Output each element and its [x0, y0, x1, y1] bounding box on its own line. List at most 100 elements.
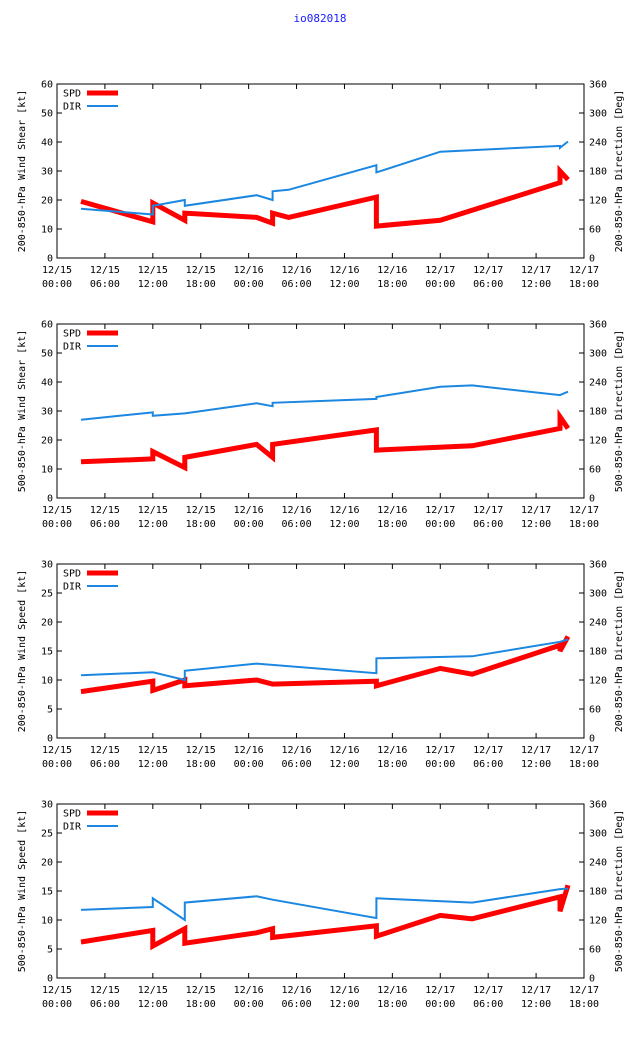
x-tick-label-date: 12/17 — [521, 505, 551, 516]
x-tick-label-time: 12:00 — [521, 759, 551, 770]
y2-tick-label: 60 — [589, 225, 601, 236]
x-tick-label-time: 12:00 — [138, 279, 168, 290]
x-tick-label-time: 06:00 — [281, 759, 311, 770]
y2-tick-label: 0 — [589, 494, 595, 505]
y2-tick-label: 300 — [589, 349, 607, 360]
x-tick-label-time: 00:00 — [42, 759, 72, 770]
x-tick-label-time: 12:00 — [329, 519, 359, 530]
y2-tick-label: 360 — [589, 80, 607, 91]
x-tick-label-date: 12/15 — [90, 985, 120, 996]
y-tick-label: 15 — [41, 887, 53, 898]
y-tick-label: 10 — [41, 465, 53, 476]
y2-tick-label: 180 — [589, 407, 607, 418]
x-tick-label-date: 12/15 — [90, 265, 120, 276]
y2-tick-label: 0 — [589, 974, 595, 985]
x-tick-label-date: 12/15 — [186, 745, 216, 756]
x-tick-label-time: 12:00 — [521, 279, 551, 290]
x-tick-label-date: 12/15 — [42, 985, 72, 996]
x-tick-label-date: 12/17 — [473, 985, 503, 996]
x-tick-label-date: 12/15 — [42, 505, 72, 516]
y-tick-label: 10 — [41, 916, 53, 927]
legend-label-dir: DIR — [63, 822, 82, 833]
x-tick-label-date: 12/16 — [377, 745, 407, 756]
y2-axis-label: 500-850-hPa Direction [Deg] — [614, 330, 625, 493]
legend-label-dir: DIR — [63, 342, 82, 353]
x-tick-label-time: 18:00 — [569, 759, 599, 770]
x-tick-label-date: 12/16 — [281, 985, 311, 996]
y-tick-label: 0 — [47, 974, 53, 985]
plot-frame — [56, 83, 585, 259]
y-tick-label: 5 — [47, 945, 53, 956]
page-title: io082018 — [293, 12, 347, 25]
y-tick-label: 0 — [47, 254, 53, 265]
x-tick-label-date: 12/16 — [377, 985, 407, 996]
y2-axis-label: 200-850-hPa Direction [Deg] — [614, 570, 625, 733]
y2-tick-label: 180 — [589, 887, 607, 898]
x-tick-label-time: 18:00 — [377, 279, 407, 290]
x-tick-label-time: 18:00 — [186, 279, 216, 290]
x-tick-label-date: 12/17 — [473, 745, 503, 756]
x-tick-label-date: 12/16 — [329, 745, 359, 756]
x-tick-label-time: 06:00 — [281, 999, 311, 1010]
x-tick-label-time: 18:00 — [569, 519, 599, 530]
spd-series-line — [80, 408, 571, 472]
x-tick-label-date: 12/15 — [138, 745, 168, 756]
x-tick-label-time: 00:00 — [42, 279, 72, 290]
x-tick-label-date: 12/15 — [42, 745, 72, 756]
legend-label-spd: SPD — [63, 329, 81, 340]
x-tick-label-time: 06:00 — [90, 279, 120, 290]
y2-axis-label: 200-850-hPa Direction [Deg] — [614, 90, 625, 253]
y2-axis-label: 500-850-hPa Direction [Deg] — [614, 810, 625, 973]
x-tick-label-date: 12/17 — [569, 265, 599, 276]
x-tick-label-date: 12/16 — [234, 505, 264, 516]
x-tick-label-date: 12/15 — [138, 985, 168, 996]
x-tick-label-date: 12/15 — [90, 745, 120, 756]
y-tick-label: 20 — [41, 618, 53, 629]
chart-panel-500-850-shear: 12/15 00:00 12/15 06:00 12/15 12:00 12/15 18:00… — [17, 320, 625, 531]
y-tick-label: 20 — [41, 196, 53, 207]
x-tick-label-date: 12/17 — [425, 505, 455, 516]
y-tick-label: 5 — [47, 705, 53, 716]
x-tick-label-date: 12/15 — [186, 505, 216, 516]
y2-tick-label: 0 — [589, 254, 595, 265]
y2-tick-label: 300 — [589, 109, 607, 120]
x-tick-label-date: 12/16 — [329, 505, 359, 516]
y-tick-label: 30 — [41, 167, 53, 178]
spd-series-line — [80, 635, 571, 695]
y-tick-label: 20 — [41, 436, 53, 447]
x-tick-label-time: 06:00 — [90, 999, 120, 1010]
y-tick-label: 30 — [41, 800, 53, 811]
y-tick-label: 60 — [41, 320, 53, 331]
x-tick-label-time: 18:00 — [569, 999, 599, 1010]
y2-tick-label: 300 — [589, 589, 607, 600]
x-tick-label-date: 12/17 — [425, 745, 455, 756]
y-tick-label: 25 — [41, 589, 53, 600]
y2-tick-label: 360 — [589, 800, 607, 811]
x-tick-label-time: 06:00 — [473, 759, 503, 770]
y2-tick-label: 0 — [589, 734, 595, 745]
legend-label-spd: SPD — [63, 809, 81, 820]
y-tick-label: 15 — [41, 647, 53, 658]
y-tick-label: 50 — [41, 349, 53, 360]
y2-tick-label: 180 — [589, 647, 607, 658]
y-tick-label: 0 — [47, 734, 53, 745]
y2-tick-label: 120 — [589, 676, 607, 687]
y2-tick-label: 60 — [589, 705, 601, 716]
legend-label-dir: DIR — [63, 582, 82, 593]
x-tick-label-date: 12/16 — [281, 745, 311, 756]
x-tick-label-time: 18:00 — [186, 519, 216, 530]
dir-series-line — [80, 638, 569, 682]
x-tick-label-time: 00:00 — [234, 999, 264, 1010]
chart-panel-200-850-speed: 12/15 00:00 12/15 06:00 12/15 12:00 12/15 18:00… — [17, 560, 625, 771]
legend-label-spd: SPD — [63, 569, 81, 580]
y-tick-label: 40 — [41, 138, 53, 149]
legend-label-dir: DIR — [63, 102, 82, 113]
y2-tick-label: 240 — [589, 858, 607, 869]
spd-series-line — [80, 884, 571, 951]
x-tick-label-date: 12/16 — [281, 505, 311, 516]
y2-tick-label: 120 — [589, 196, 607, 207]
x-tick-label-time: 12:00 — [138, 999, 168, 1010]
y-axis-label: 500-850-hPa Wind Speed [kt] — [17, 810, 28, 973]
x-tick-label-date: 12/16 — [281, 265, 311, 276]
y-tick-label: 10 — [41, 225, 53, 236]
